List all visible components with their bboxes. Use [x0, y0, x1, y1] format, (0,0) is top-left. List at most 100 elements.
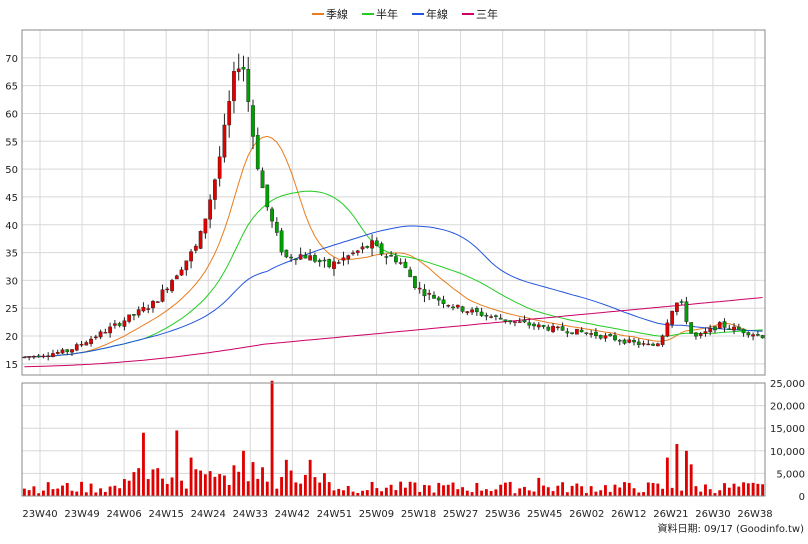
candle-body: [198, 230, 203, 249]
candle-body: [727, 328, 732, 330]
volume-bar: [132, 472, 136, 496]
volume-bar: [42, 490, 45, 496]
candle-body: [213, 179, 217, 200]
volume-bar: [442, 485, 445, 496]
volume-bar: [32, 486, 36, 496]
volume-bar: [642, 492, 645, 496]
candle-body: [517, 321, 522, 323]
volume-bar: [356, 492, 360, 496]
volume-bar: [280, 477, 284, 496]
volume-bar: [623, 482, 626, 496]
candle-body: [646, 343, 651, 346]
candle-body: [184, 260, 189, 271]
candle-body: [117, 323, 122, 326]
candle-body: [122, 320, 127, 327]
volume-bar: [203, 474, 207, 496]
volume-bar: [594, 491, 598, 496]
volume-bar: [761, 484, 765, 496]
volume-bar: [75, 491, 79, 496]
candle-body: [32, 356, 36, 358]
volume-bar: [461, 487, 464, 496]
volume-bar: [22, 488, 26, 496]
candle-body: [136, 309, 141, 316]
candle-body: [55, 352, 60, 354]
candle-body: [374, 240, 379, 246]
volume-bar: [437, 482, 441, 496]
x-tick-label: 25W18: [401, 509, 436, 520]
candle-body: [470, 309, 474, 313]
volume-bar: [637, 492, 641, 496]
candle-body: [751, 334, 755, 337]
volume-bar: [608, 491, 612, 496]
volume-bar: [665, 457, 669, 496]
ma-line-3: [24, 297, 763, 368]
candle-body: [617, 340, 622, 342]
volume-bar: [218, 474, 222, 496]
price-tick-label: 15: [5, 360, 18, 371]
volume-tick-label: 20,000: [770, 402, 805, 413]
candle-body: [598, 334, 603, 339]
candle-body: [441, 299, 446, 304]
candle-body: [498, 317, 503, 320]
volume-tick-label: 10,000: [770, 447, 805, 458]
legend-label: 半年: [376, 7, 398, 21]
candle-body: [589, 333, 594, 335]
candle-body: [236, 68, 241, 73]
volume-bar: [256, 478, 260, 496]
x-tick-label: 25W36: [485, 509, 520, 520]
candle-body: [694, 332, 698, 337]
candle-body: [79, 343, 84, 346]
price-tick-label: 35: [5, 249, 18, 260]
volume-bar: [451, 482, 455, 496]
candle-body: [65, 349, 70, 353]
candle-body: [398, 262, 403, 264]
volume-bar: [189, 457, 193, 496]
candle-body: [336, 262, 341, 264]
candle-body: [565, 331, 570, 334]
volume-tick-label: 5,000: [776, 469, 805, 480]
volume-bar: [127, 480, 131, 496]
candle-body: [546, 326, 551, 331]
volume-bar: [546, 487, 550, 496]
x-tick-label: 23W40: [22, 509, 57, 520]
x-tick-label: 24W33: [233, 509, 268, 520]
volume-bar: [370, 481, 374, 496]
volume-bar: [389, 484, 393, 496]
x-tick-label: 26W02: [569, 509, 604, 520]
candle-body: [84, 342, 89, 346]
volume-bar: [694, 486, 698, 496]
candle-body: [41, 355, 46, 358]
volume-tick-label: 0: [799, 492, 805, 503]
candle-body: [346, 255, 351, 260]
candle-body: [151, 301, 155, 309]
volume-bar: [199, 470, 203, 496]
volume-bar: [746, 483, 750, 496]
volume-bar: [503, 482, 507, 496]
candle-body: [241, 67, 246, 70]
volume-bar: [523, 486, 526, 496]
volume-bar: [661, 488, 665, 496]
volume-bar: [575, 483, 579, 496]
candle-body: [584, 332, 589, 334]
candle-body: [655, 343, 660, 347]
volume-bar: [632, 488, 636, 496]
candle-body: [446, 305, 451, 307]
candle-body: [665, 322, 670, 337]
volume-bar: [103, 491, 107, 496]
candle-body: [570, 332, 574, 334]
volume-bar: [99, 488, 103, 496]
candle-body: [360, 246, 365, 250]
volume-bar: [318, 482, 322, 496]
candle-body: [465, 311, 470, 314]
volume-bar: [146, 479, 150, 496]
volume-bar: [342, 490, 345, 496]
candle-body: [255, 135, 260, 169]
volume-bar: [118, 488, 122, 496]
volume-bar: [194, 469, 198, 496]
candle-body: [355, 250, 360, 253]
volume-bar: [475, 483, 479, 496]
candle-body: [670, 310, 674, 325]
volume-bar: [213, 476, 217, 496]
candle-body: [636, 341, 641, 345]
candle-body: [193, 245, 198, 251]
